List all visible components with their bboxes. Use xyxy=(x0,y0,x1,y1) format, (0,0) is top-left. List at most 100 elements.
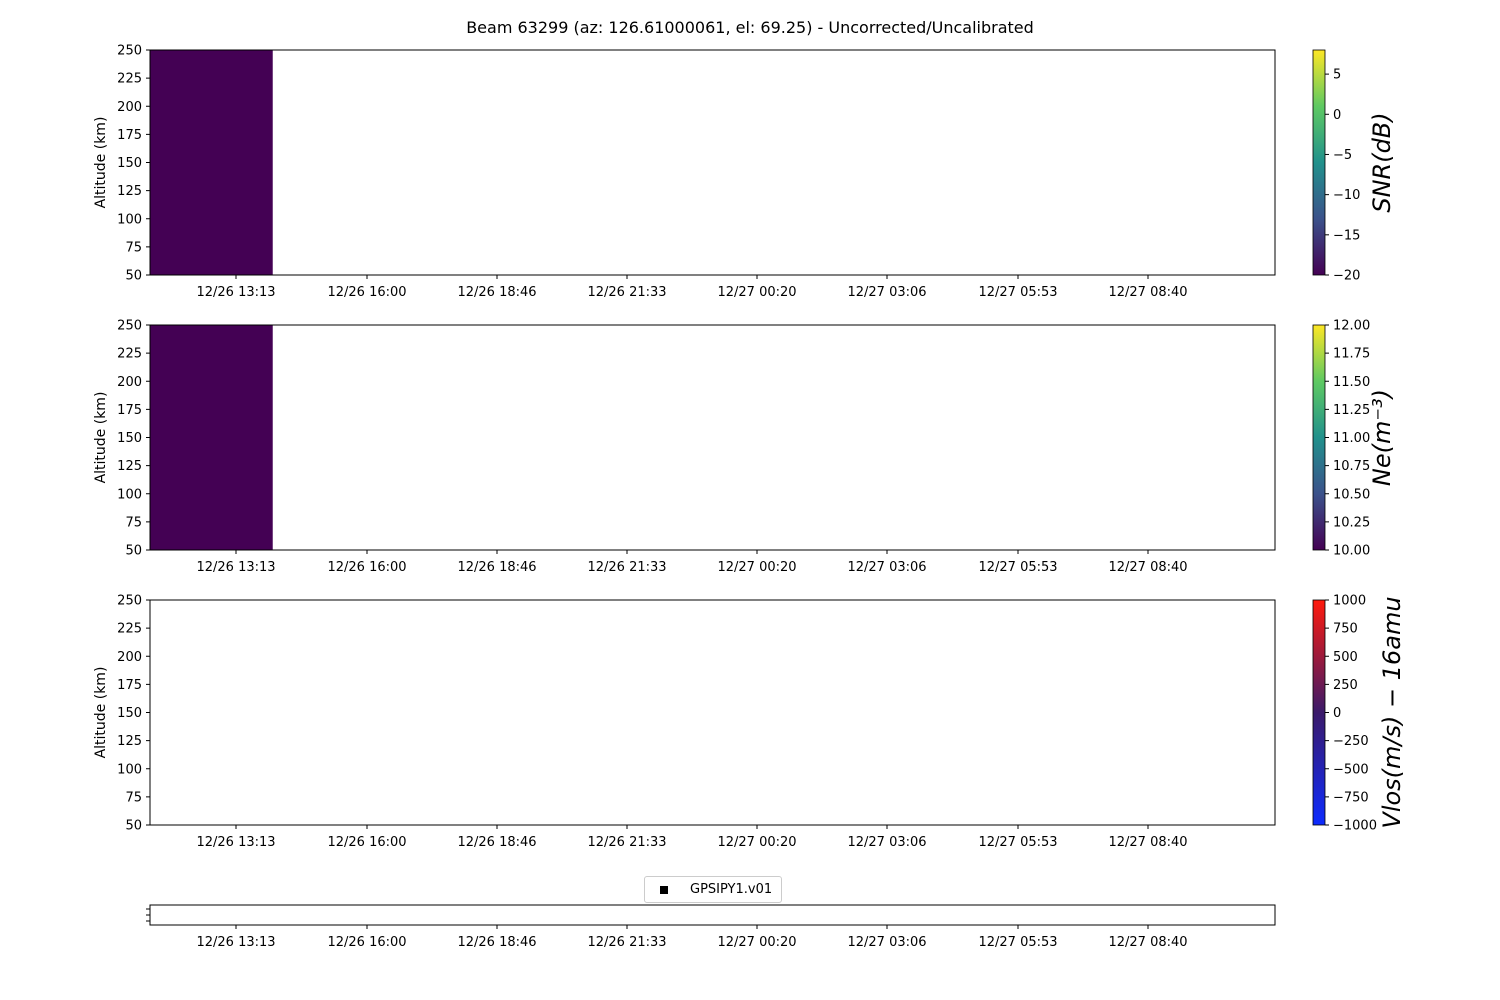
snr-ytick-label: 100 xyxy=(117,212,142,227)
vlos-xtick-label: 12/27 00:20 xyxy=(717,835,796,850)
snr-xtick-label: 12/26 16:00 xyxy=(327,285,406,300)
ne-ytick-label: 225 xyxy=(117,347,142,362)
ne-ytick-label: 100 xyxy=(117,487,142,502)
colorbar-tick-label: 0 xyxy=(1333,108,1341,123)
snr-ytick-label: 175 xyxy=(117,128,142,143)
colorbar-1 xyxy=(1312,324,1326,551)
ne-xtick-label: 12/26 21:33 xyxy=(587,560,666,575)
colorbar-label: Vlos(m/s) − 16amu xyxy=(1378,596,1406,828)
snr-ytick-label: 150 xyxy=(117,156,142,171)
snr-axes-frame xyxy=(149,49,1276,276)
ne-ytick-label: 200 xyxy=(117,375,142,390)
gps-xtick-label: 12/27 08:40 xyxy=(1108,935,1187,950)
colorbar-tick-label: −5 xyxy=(1333,148,1352,163)
ne-xtick-label: 12/27 03:06 xyxy=(847,560,926,575)
colorbar-2 xyxy=(1312,599,1326,826)
vlos-xtick-label: 12/26 18:46 xyxy=(457,835,536,850)
vlos-ytick-label: 100 xyxy=(117,762,142,777)
ne-ytick-label: 250 xyxy=(117,319,142,334)
ne-ytick-label: 75 xyxy=(125,515,142,530)
colorbar-tick-label: −20 xyxy=(1333,269,1360,284)
legend: GPSIPY1.v01 xyxy=(644,876,782,903)
snr-ytick-label: 200 xyxy=(117,100,142,115)
colorbar-tick-label: 250 xyxy=(1333,678,1358,693)
colorbar-tick-label: −15 xyxy=(1333,228,1360,243)
snr-ytick-label: 75 xyxy=(125,240,142,255)
ne-ytick-label: 125 xyxy=(117,459,142,474)
colorbar-tick-label: −1000 xyxy=(1333,819,1377,834)
colorbar-tick-label: 500 xyxy=(1333,650,1358,665)
snr-ylabel: Altitude (km) xyxy=(93,117,109,209)
vlos-ytick-label: 200 xyxy=(117,650,142,665)
snr-ytick-label: 250 xyxy=(117,44,142,59)
gps-xtick-label: 12/27 00:20 xyxy=(717,935,796,950)
gps-xtick-label: 12/27 05:53 xyxy=(978,935,1057,950)
colorbar-tick-label: 10.25 xyxy=(1333,515,1370,530)
snr-xtick-label: 12/26 13:13 xyxy=(196,285,275,300)
gps-xtick-label: 12/26 18:46 xyxy=(457,935,536,950)
colorbar-label: Ne(m⁻³) xyxy=(1368,389,1396,486)
ne-ytick-label: 150 xyxy=(117,431,142,446)
ne-xtick-label: 12/27 05:53 xyxy=(978,560,1057,575)
vlos-xtick-label: 12/26 21:33 xyxy=(587,835,666,850)
colorbar-tick-label: 11.00 xyxy=(1333,431,1370,446)
colorbar-tick-label: 0 xyxy=(1333,706,1341,721)
vlos-ytick-label: 250 xyxy=(117,594,142,609)
legend-label: GPSIPY1.v01 xyxy=(690,882,773,897)
snr-xtick-label: 12/27 03:06 xyxy=(847,285,926,300)
vlos-xtick-label: 12/26 13:13 xyxy=(196,835,275,850)
vlos-xtick-label: 12/26 16:00 xyxy=(327,835,406,850)
ne-xtick-label: 12/26 16:00 xyxy=(327,560,406,575)
snr-ytick-label: 125 xyxy=(117,184,142,199)
colorbar-tick-label: 10.00 xyxy=(1333,544,1370,559)
colorbar-tick-label: −250 xyxy=(1333,734,1369,749)
vlos-xtick-label: 12/27 05:53 xyxy=(978,835,1057,850)
colorbar-tick-label: 11.25 xyxy=(1333,403,1370,418)
vlos-ytick-label: 50 xyxy=(125,819,142,834)
snr-xtick-label: 12/27 00:20 xyxy=(717,285,796,300)
vlos-ytick-label: 75 xyxy=(125,790,142,805)
snr-xtick-label: 12/27 08:40 xyxy=(1108,285,1187,300)
colorbar-tick-label: 750 xyxy=(1333,622,1358,637)
ne-xtick-label: 12/27 00:20 xyxy=(717,560,796,575)
colorbar-tick-label: 11.75 xyxy=(1333,347,1370,362)
vlos-ytick-label: 175 xyxy=(117,678,142,693)
colorbar-0 xyxy=(1312,49,1326,276)
vlos-ylabel: Altitude (km) xyxy=(93,667,109,759)
colorbar-tick-label: 11.50 xyxy=(1333,375,1370,390)
vlos-axes-frame xyxy=(149,599,1276,826)
gps-xtick-label: 12/26 13:13 xyxy=(196,935,275,950)
colorbar-tick-label: 5 xyxy=(1333,68,1341,83)
snr-ytick-label: 225 xyxy=(117,72,142,87)
snr-xtick-label: 12/26 18:46 xyxy=(457,285,536,300)
gps-axes-frame xyxy=(149,904,1276,926)
vlos-xtick-label: 12/27 08:40 xyxy=(1108,835,1187,850)
vlos-ytick-label: 225 xyxy=(117,622,142,637)
colorbar-tick-label: 10.50 xyxy=(1333,487,1370,502)
ne-ylabel: Altitude (km) xyxy=(93,392,109,484)
gps-xtick-label: 12/26 16:00 xyxy=(327,935,406,950)
gps-xtick-label: 12/26 21:33 xyxy=(587,935,666,950)
snr-xtick-label: 12/27 05:53 xyxy=(978,285,1057,300)
ne-ytick-label: 50 xyxy=(125,544,142,559)
gps-xtick-label: 12/27 03:06 xyxy=(847,935,926,950)
snr-ytick-label: 50 xyxy=(125,269,142,284)
snr-data-block xyxy=(150,50,273,275)
colorbar-tick-label: 1000 xyxy=(1333,594,1366,609)
vlos-ytick-label: 125 xyxy=(117,734,142,749)
colorbar-label: SNR(dB) xyxy=(1368,112,1396,212)
ne-xtick-label: 12/26 13:13 xyxy=(196,560,275,575)
ne-xtick-label: 12/27 08:40 xyxy=(1108,560,1187,575)
snr-xtick-label: 12/26 21:33 xyxy=(587,285,666,300)
ne-ytick-label: 175 xyxy=(117,403,142,418)
colorbar-tick-label: −500 xyxy=(1333,762,1369,777)
ne-data-block xyxy=(150,325,273,550)
colorbar-tick-label: 10.75 xyxy=(1333,459,1370,474)
legend-square-marker-icon xyxy=(660,885,668,894)
vlos-xtick-label: 12/27 03:06 xyxy=(847,835,926,850)
vlos-ytick-label: 150 xyxy=(117,706,142,721)
colorbar-tick-label: 12.00 xyxy=(1333,319,1370,334)
ne-xtick-label: 12/26 18:46 xyxy=(457,560,536,575)
figure-title: Beam 63299 (az: 126.61000061, el: 69.25)… xyxy=(466,18,1034,37)
